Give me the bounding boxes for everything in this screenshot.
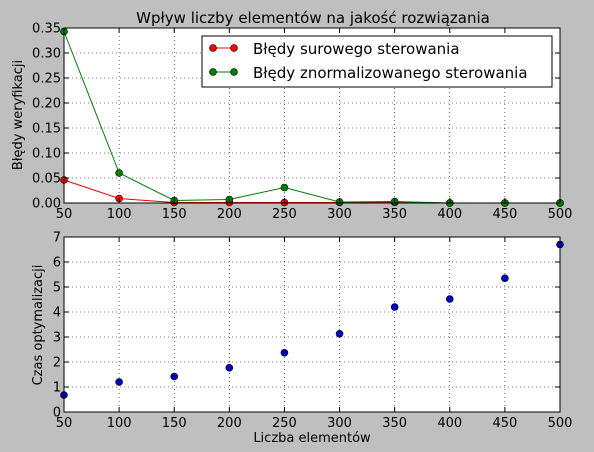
legend-marker-raw bbox=[209, 44, 217, 52]
bottom-chart: 50 100 150 200 250 300 350 400 450 500 0 1 2 3 4 5 6 7 Cz… bbox=[31, 231, 572, 447]
top-chart-legend: Błędy surowego sterowania Błędy znormali… bbox=[201, 35, 553, 88]
top-chart-ytick-label: 0.10 bbox=[32, 147, 61, 162]
bottom-chart-ticks: 50 100 150 200 250 300 350 400 450 500 0 1 2 3 4 5 6 7 bbox=[53, 231, 573, 432]
top-chart-ylabel: Błędy weryfikacji bbox=[11, 60, 26, 170]
top-chart-ytick-label: 0.25 bbox=[32, 72, 61, 87]
top-chart-xtick-label: 100 bbox=[107, 207, 132, 222]
bottom-chart-ylabel: Czas optymalizacji bbox=[31, 265, 46, 386]
bottom-chart-data-point bbox=[115, 378, 123, 386]
bottom-chart-ytick-label: 3 bbox=[53, 331, 61, 346]
legend-label-raw: Błędy surowego sterowania bbox=[253, 40, 460, 58]
bottom-chart-xtick-label: 150 bbox=[162, 416, 187, 431]
legend-marker-raw-2 bbox=[230, 44, 238, 52]
top-chart-xtick-label: 500 bbox=[548, 207, 573, 222]
bottom-chart-data-point bbox=[501, 274, 509, 283]
legend-marker-normalized-2 bbox=[230, 68, 238, 76]
bottom-chart-data-point bbox=[225, 363, 234, 372]
bottom-chart-plot-area bbox=[64, 237, 560, 412]
top-chart-xtick-label: 400 bbox=[437, 207, 462, 222]
top-chart-ytick-label: 0.30 bbox=[32, 47, 61, 62]
bottom-chart-xtick-label: 400 bbox=[437, 416, 462, 431]
top-chart-ytick-label: 0.05 bbox=[32, 172, 61, 187]
top-chart-xtick-label: 350 bbox=[382, 207, 407, 222]
bottom-chart-xtick-label: 300 bbox=[327, 416, 352, 431]
legend-entry-raw: Błędy surowego sterowania bbox=[209, 40, 460, 58]
bottom-chart-ytick-label: 6 bbox=[53, 256, 61, 271]
bottom-chart-xlabel: Liczba elementów bbox=[253, 431, 371, 446]
bottom-chart-grid bbox=[64, 237, 560, 412]
bottom-chart-data-point bbox=[390, 303, 399, 311]
bottom-chart-xtick-label: 100 bbox=[107, 416, 132, 431]
top-chart-xtick-label: 300 bbox=[327, 207, 352, 222]
top-chart-xtick-label: 200 bbox=[217, 207, 242, 222]
top-chart-xtick-label: 450 bbox=[492, 207, 517, 222]
legend-box bbox=[201, 35, 553, 88]
top-chart-title: Wpływ liczby elementów na jakość rozwiąz… bbox=[136, 9, 490, 27]
bottom-chart-ytick-label: 5 bbox=[53, 281, 61, 296]
bottom-chart-ytick-label: 4 bbox=[53, 306, 61, 321]
bottom-chart-ytick-label: 7 bbox=[53, 231, 61, 246]
bottom-chart-frame bbox=[63, 236, 561, 413]
top-chart-xtick-label: 150 bbox=[162, 207, 187, 222]
bottom-chart-xtick-label: 200 bbox=[217, 416, 242, 431]
top-chart-ytick-label: 0.15 bbox=[32, 122, 61, 137]
top-chart-xtick-label: 50 bbox=[56, 207, 73, 222]
bottom-chart-xtick-label: 450 bbox=[492, 416, 517, 431]
bottom-chart-data-point bbox=[170, 372, 179, 381]
legend-entry-normalized: Błędy znormalizowanego sterowania bbox=[209, 64, 528, 82]
legend-marker-normalized bbox=[209, 68, 217, 76]
bottom-chart-data-point bbox=[335, 329, 344, 338]
legend-label-normalized: Błędy znormalizowanego sterowania bbox=[253, 64, 528, 82]
bottom-chart-xtick-label: 250 bbox=[272, 416, 297, 431]
top-chart-frame bbox=[63, 27, 561, 204]
bottom-chart-ytick-label: 2 bbox=[53, 356, 61, 371]
top-chart-ytick-label: 0.00 bbox=[32, 197, 61, 212]
bottom-chart-xtick-label: 50 bbox=[56, 416, 73, 431]
top-chart-ticks: 50 100 150 200 250 300 350 400 450 500 0.00 0.05 0.1… bbox=[32, 22, 572, 223]
bottom-chart-data-point bbox=[280, 348, 289, 357]
top-chart-data-point bbox=[115, 169, 123, 177]
bottom-chart-xtick-label: 350 bbox=[382, 416, 407, 431]
bottom-chart-data-point bbox=[445, 295, 454, 303]
top-chart-xtick-label: 250 bbox=[272, 207, 297, 222]
top-chart-ytick-label: 0.20 bbox=[32, 97, 61, 112]
top-chart-data-point bbox=[280, 183, 289, 192]
bottom-chart-ytick-label: 0 bbox=[53, 406, 61, 421]
top-chart: 50 100 150 200 250 300 350 400 450 500 0.00 0.05 0.1… bbox=[11, 22, 572, 223]
bottom-chart-ytick-label: 1 bbox=[53, 381, 61, 396]
bottom-chart-xtick-label: 500 bbox=[548, 416, 573, 431]
top-chart-ytick-label: 0.35 bbox=[32, 22, 61, 37]
